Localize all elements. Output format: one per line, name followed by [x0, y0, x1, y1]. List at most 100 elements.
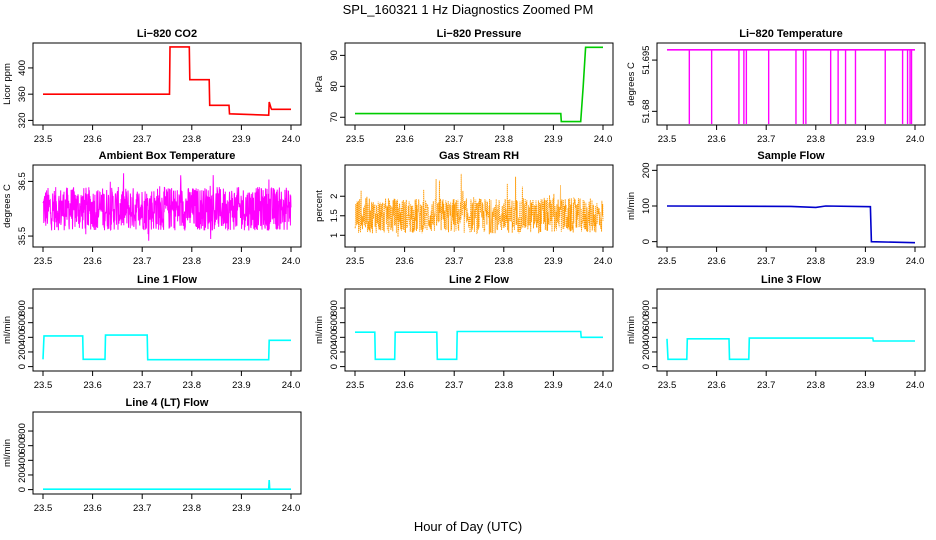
x-tick-label: 23.5: [34, 380, 53, 391]
y-axis-label: kPa: [314, 75, 325, 92]
series-area: [355, 46, 603, 123]
x-tick-label: 23.9: [232, 256, 251, 267]
y-tick-label: 200: [17, 467, 28, 483]
y-tick-label: 400: [17, 329, 28, 345]
x-tick-label: 23.5: [346, 380, 365, 391]
y-tick-label: 800: [329, 300, 340, 316]
series-area: [355, 330, 603, 361]
x-tick-label: 23.8: [183, 503, 202, 514]
x-tick-label: 23.6: [83, 503, 102, 514]
x-tick-label: 23.9: [232, 503, 251, 514]
x-tick-label: 23.9: [232, 134, 251, 145]
series-line: [666, 337, 915, 361]
x-tick-label: 23.7: [757, 380, 776, 391]
y-tick-label: 400: [17, 452, 28, 468]
x-tick-label: 23.7: [445, 134, 464, 145]
x-tick-label: 23.8: [495, 256, 514, 267]
y-tick-label: 200: [17, 344, 28, 360]
panel-title: Line 4 (LT) Flow: [126, 397, 209, 409]
y-tick-label: 80: [329, 81, 340, 92]
x-tick-label: 23.5: [346, 256, 365, 267]
plot-frame: [32, 288, 302, 372]
chart-panel-7: Line 1 Flow 23.5 23.6 23.7 23.8 23.9 24.0 0 2004…: [2, 274, 302, 391]
y-tick-label: 800: [641, 300, 652, 316]
x-tick-label: 23.9: [856, 134, 875, 145]
y-axis-label: Licor ppm: [2, 63, 13, 105]
x-tick-label: 24.0: [906, 380, 925, 391]
chart-panel-6: Sample Flow 23.5 23.6 23.7 23.8 23.9 24.0 0 100 2…: [626, 150, 926, 267]
x-tick-label: 23.5: [34, 256, 53, 267]
panel-title: Line 3 Flow: [761, 274, 821, 286]
y-axis-label: ml/min: [2, 439, 13, 467]
plot-frame: [344, 288, 614, 372]
chart-panel-10: Line 4 (LT) Flow 23.5 23.6 23.7 23.8 23.9 24.0…: [2, 397, 302, 514]
y-tick-label: 51.695: [641, 46, 652, 75]
y-tick-label: 200: [329, 344, 340, 360]
x-tick-label: 23.8: [183, 134, 202, 145]
panel-grid: Li−820 CO2 23.5 23.6 23.7 23.8 23.9 24.0 320 360…: [2, 28, 926, 514]
chart-panel-1: Li−820 CO2 23.5 23.6 23.7 23.8 23.9 24.0 320 360…: [2, 28, 302, 145]
chart-panel-2: Li−820 Pressure 23.5 23.6 23.7 23.8 23.9 24.0 7…: [314, 28, 614, 145]
chart-panel-9: Line 3 Flow 23.5 23.6 23.7 23.8 23.9 24.0 0 2004…: [626, 274, 926, 391]
x-tick-label: 23.7: [133, 256, 152, 267]
x-tick-label: 23.9: [232, 380, 251, 391]
y-axis-label: ml/min: [2, 316, 13, 344]
y-tick-label: 360: [17, 86, 28, 102]
plot-frame: [344, 164, 614, 248]
y-tick-label: 600: [17, 315, 28, 331]
figure-x-label: Hour of Day (UTC): [414, 519, 522, 534]
x-tick-label: 24.0: [282, 380, 301, 391]
series-area: [354, 173, 604, 237]
series-line: [43, 46, 291, 117]
x-tick-label: 23.6: [707, 134, 726, 145]
plot-frame: [32, 42, 302, 126]
x-tick-label: 23.5: [658, 134, 677, 145]
y-tick-label: 1: [329, 233, 340, 238]
y-tick-label: 600: [641, 315, 652, 331]
y-tick-label: 2: [329, 194, 340, 199]
x-tick-label: 24.0: [282, 256, 301, 267]
x-tick-label: 23.7: [133, 134, 152, 145]
y-axis-label: ml/min: [626, 316, 637, 344]
x-tick-label: 24.0: [594, 134, 613, 145]
y-tick-label: 200: [641, 162, 652, 178]
y-tick-label: 0: [641, 239, 652, 244]
y-tick-label: 0: [329, 364, 340, 369]
y-tick-label: 0: [17, 364, 28, 369]
series-line: [354, 173, 604, 237]
x-tick-label: 23.5: [34, 503, 53, 514]
x-tick-label: 23.5: [658, 256, 677, 267]
y-tick-label: 400: [329, 329, 340, 345]
x-tick-label: 23.6: [83, 256, 102, 267]
x-tick-label: 23.7: [133, 503, 152, 514]
x-tick-label: 23.9: [856, 380, 875, 391]
x-tick-label: 23.7: [757, 134, 776, 145]
y-tick-label: 0: [641, 364, 652, 369]
x-tick-label: 23.7: [445, 256, 464, 267]
plot-frame: [656, 42, 926, 126]
series-line: [42, 173, 292, 241]
x-tick-label: 23.8: [495, 134, 514, 145]
y-tick-label: 200: [641, 344, 652, 360]
chart-panel-5: Gas Stream RH 23.5 23.6 23.7 23.8 23.9 24.0 1 1.…: [314, 150, 614, 267]
x-tick-label: 24.0: [906, 134, 925, 145]
x-tick-label: 24.0: [594, 380, 613, 391]
figure-title: SPL_160321 1 Hz Diagnostics Zoomed PM: [343, 2, 594, 17]
panel-title: Sample Flow: [757, 150, 825, 162]
y-tick-label: 70: [329, 112, 340, 123]
series-line: [43, 480, 291, 491]
x-tick-label: 23.5: [34, 134, 53, 145]
y-tick-label: 1.5: [329, 209, 340, 222]
x-tick-label: 23.6: [707, 380, 726, 391]
y-tick-label: 800: [17, 423, 28, 439]
x-tick-label: 23.5: [346, 134, 365, 145]
series-area: [666, 205, 916, 244]
y-axis-label: degrees C: [2, 184, 13, 228]
x-tick-label: 23.9: [544, 256, 563, 267]
y-tick-label: 800: [17, 300, 28, 316]
x-tick-label: 23.8: [807, 380, 826, 391]
y-tick-label: 51.68: [641, 99, 652, 123]
x-tick-label: 24.0: [906, 256, 925, 267]
y-tick-label: 0: [17, 487, 28, 492]
